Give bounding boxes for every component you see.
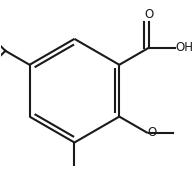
Text: O: O [147,126,157,139]
Text: OH: OH [175,41,193,54]
Text: O: O [144,8,153,21]
